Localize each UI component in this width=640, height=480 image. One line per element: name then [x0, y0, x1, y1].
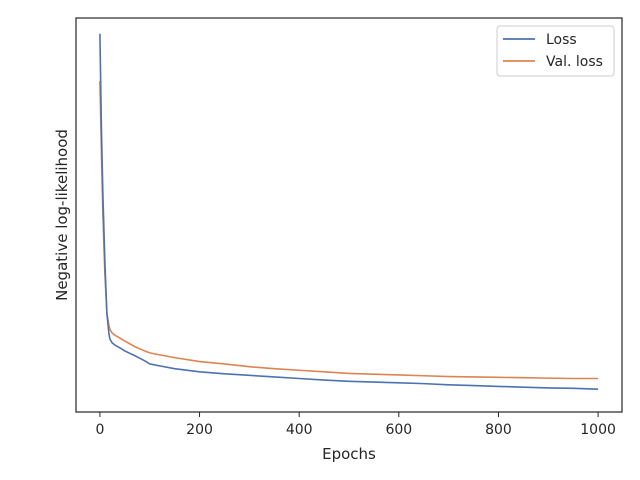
y-axis-title: Negative log-likelihood: [53, 129, 71, 301]
x-axis-title: Epochs: [322, 445, 376, 463]
x-tick-label: 800: [485, 422, 512, 438]
series-line-loss: [99, 33, 599, 390]
series-lines: [99, 33, 599, 390]
x-tick-label: 200: [186, 422, 213, 438]
x-tick-label: 0: [95, 422, 104, 438]
series-line-val-loss: [99, 81, 599, 380]
x-tick-label: 600: [385, 422, 412, 438]
legend-label-val-loss: Val. loss: [546, 54, 603, 70]
x-tick-label: 400: [286, 422, 313, 438]
x-axis-ticks: 0 200 400 600 800 1000: [95, 412, 616, 438]
legend: Loss Val. loss: [496, 25, 615, 77]
legend-label-loss: Loss: [546, 32, 577, 48]
x-tick-label: 1000: [580, 422, 616, 438]
plot-frame: [75, 17, 623, 413]
